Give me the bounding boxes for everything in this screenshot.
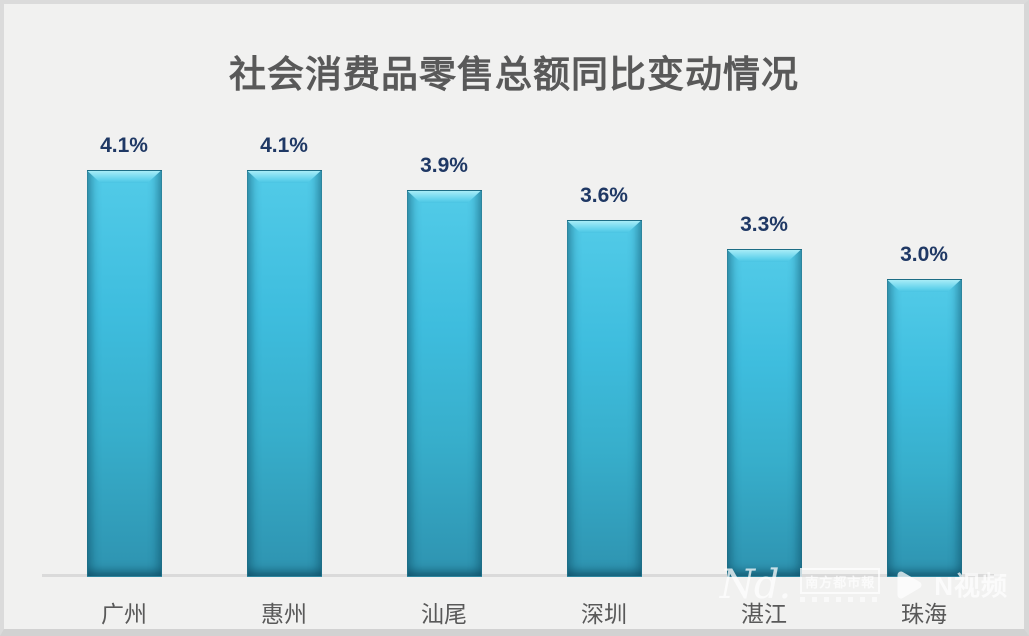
bar-group-shenzhen: 3.6% — [566, 184, 642, 577]
x-label-shenzhen: 深圳 — [581, 601, 627, 627]
bar-zhuhai — [886, 279, 962, 577]
x-label-zhanjiang: 湛江 — [741, 601, 787, 627]
bar-group-shanwei: 3.9% — [406, 154, 482, 577]
bar-guangzhou — [86, 170, 162, 577]
x-axis-labels: 广州 惠州 汕尾 深圳 湛江 珠海 — [42, 595, 1000, 629]
value-label: 3.6% — [580, 184, 628, 207]
x-label-shanwei: 汕尾 — [421, 601, 467, 627]
bar-huizhou — [246, 170, 322, 577]
value-label: 4.1% — [100, 134, 148, 157]
bar-group-zhuhai: 3.0% — [886, 243, 962, 577]
value-label: 4.1% — [260, 134, 308, 157]
bar-zhanjiang — [726, 249, 802, 577]
bar-shanwei — [406, 190, 482, 577]
value-label: 3.3% — [740, 213, 788, 236]
bar-group-guangzhou: 4.1% — [86, 134, 162, 577]
x-label-zhuhai: 珠海 — [901, 601, 947, 627]
chart-title: 社会消费品零售总额同比变动情况 — [229, 54, 799, 95]
x-label-guangzhou: 广州 — [101, 601, 147, 627]
plot-area: 4.1% 4.1% 3.9% 3.6% 3.3% 3.0% — [42, 104, 1000, 577]
value-label: 3.0% — [900, 243, 948, 266]
bar-shenzhen — [566, 220, 642, 577]
x-label-huizhou: 惠州 — [261, 601, 307, 627]
value-label: 3.9% — [420, 154, 468, 177]
bar-group-huizhou: 4.1% — [246, 134, 322, 577]
bar-group-zhanjiang: 3.3% — [726, 213, 802, 577]
x-axis-line — [42, 574, 1000, 577]
